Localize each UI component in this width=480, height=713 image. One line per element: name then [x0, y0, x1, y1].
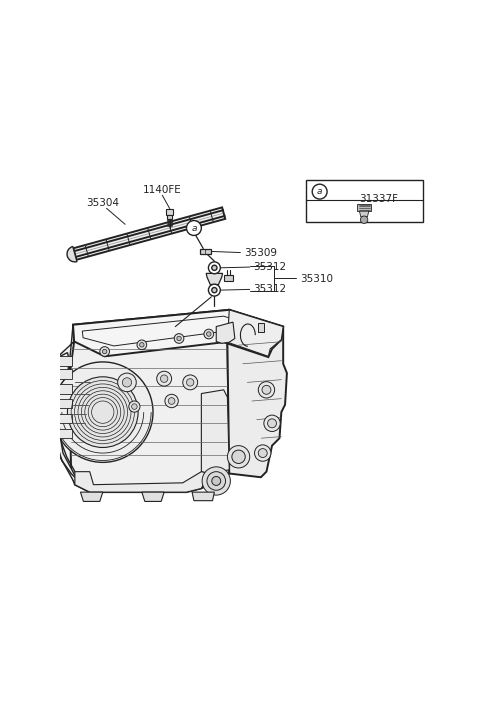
Polygon shape — [305, 180, 423, 222]
Circle shape — [212, 476, 221, 486]
Polygon shape — [73, 310, 283, 357]
Polygon shape — [56, 414, 72, 424]
Circle shape — [137, 340, 147, 349]
Polygon shape — [192, 492, 215, 501]
Circle shape — [177, 337, 181, 341]
Circle shape — [122, 378, 132, 387]
Circle shape — [258, 448, 267, 458]
Polygon shape — [167, 210, 173, 215]
Text: a: a — [317, 187, 323, 196]
Polygon shape — [56, 356, 72, 366]
Circle shape — [208, 284, 220, 296]
Circle shape — [186, 220, 202, 235]
Text: 1140FE: 1140FE — [143, 185, 181, 195]
Circle shape — [102, 349, 107, 354]
Circle shape — [140, 342, 144, 347]
Polygon shape — [56, 384, 72, 394]
Polygon shape — [167, 215, 172, 219]
Circle shape — [52, 362, 153, 462]
Circle shape — [254, 445, 271, 461]
Circle shape — [100, 347, 109, 356]
Circle shape — [160, 375, 168, 382]
Circle shape — [212, 265, 217, 270]
Polygon shape — [56, 429, 72, 438]
Circle shape — [206, 332, 211, 337]
Polygon shape — [358, 204, 371, 211]
Polygon shape — [206, 273, 223, 284]
Text: 35309: 35309 — [244, 247, 277, 257]
Text: 35304: 35304 — [86, 198, 119, 207]
Circle shape — [312, 184, 327, 199]
Text: 35312: 35312 — [253, 262, 287, 272]
Circle shape — [208, 262, 220, 274]
Circle shape — [129, 401, 140, 412]
Circle shape — [157, 371, 172, 386]
Circle shape — [132, 404, 137, 409]
Circle shape — [174, 334, 184, 344]
Circle shape — [360, 216, 368, 223]
Text: a: a — [191, 223, 197, 232]
Circle shape — [67, 376, 138, 448]
Polygon shape — [53, 324, 74, 473]
Circle shape — [183, 375, 198, 390]
Circle shape — [186, 379, 194, 386]
Circle shape — [228, 446, 250, 468]
Text: 35312: 35312 — [253, 284, 287, 294]
Circle shape — [262, 385, 271, 394]
Circle shape — [165, 394, 178, 408]
Circle shape — [212, 287, 217, 293]
Polygon shape — [75, 472, 209, 492]
Circle shape — [264, 415, 280, 431]
Polygon shape — [200, 250, 211, 254]
Polygon shape — [224, 275, 233, 281]
Polygon shape — [51, 353, 92, 492]
Text: 35310: 35310 — [300, 274, 333, 284]
Circle shape — [204, 329, 214, 339]
Circle shape — [258, 381, 275, 398]
Circle shape — [202, 467, 230, 495]
Circle shape — [168, 398, 175, 404]
Polygon shape — [202, 390, 229, 473]
Text: 31337F: 31337F — [360, 194, 398, 204]
Polygon shape — [228, 310, 287, 477]
Polygon shape — [228, 310, 283, 356]
Circle shape — [207, 472, 226, 491]
Circle shape — [232, 450, 245, 463]
Wedge shape — [67, 247, 77, 262]
Polygon shape — [56, 399, 72, 409]
Polygon shape — [81, 492, 103, 501]
Polygon shape — [360, 211, 369, 217]
Circle shape — [267, 419, 276, 428]
Polygon shape — [216, 322, 235, 344]
Polygon shape — [73, 207, 225, 260]
Polygon shape — [69, 310, 229, 492]
Polygon shape — [258, 323, 264, 332]
Circle shape — [118, 373, 136, 391]
Polygon shape — [142, 492, 164, 501]
Polygon shape — [56, 369, 72, 379]
